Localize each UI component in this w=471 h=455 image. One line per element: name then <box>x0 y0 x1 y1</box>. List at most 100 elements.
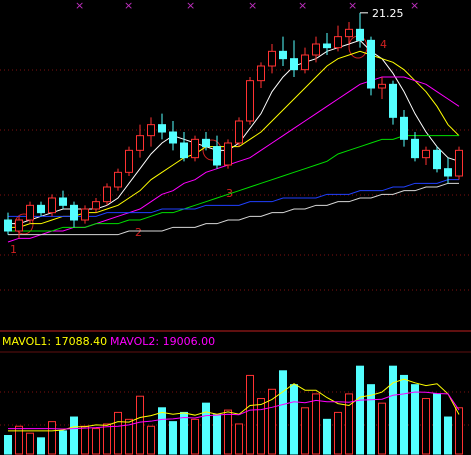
volume-bar <box>26 432 34 455</box>
volume-bar <box>411 384 419 455</box>
candle-body <box>48 197 56 214</box>
volume-bar <box>202 402 210 455</box>
peak-label: 21.25 <box>372 7 404 20</box>
marker: × <box>410 0 419 12</box>
candle-body <box>455 149 463 177</box>
candle-body <box>323 43 331 49</box>
candle-body <box>103 186 111 203</box>
candle-body <box>4 219 12 232</box>
candle-body <box>202 138 210 148</box>
candle-body <box>15 219 23 232</box>
candle-body <box>224 142 232 166</box>
volume-bar <box>59 430 67 455</box>
volume-bar <box>114 411 122 455</box>
candle-body <box>37 204 45 214</box>
candle-body <box>433 149 441 170</box>
ma-line <box>8 135 459 232</box>
volume-bar <box>4 435 12 455</box>
candle-body <box>180 142 188 159</box>
volume-bar <box>158 407 166 455</box>
annotation: 1 <box>10 243 17 256</box>
marker: × <box>75 0 84 12</box>
volume-bar <box>455 407 463 455</box>
volume-bar <box>422 398 430 455</box>
volume-bar <box>48 421 56 455</box>
volume-bar <box>147 425 155 455</box>
volume-bar <box>312 393 320 455</box>
candle-body <box>356 28 364 41</box>
candle-body <box>279 50 287 60</box>
candle-body <box>213 146 221 166</box>
volume-bar <box>81 425 89 455</box>
volume-bar <box>213 414 221 455</box>
volume-bar <box>378 402 386 455</box>
volume-bar <box>246 374 254 455</box>
volume-bar <box>444 416 452 455</box>
volume-bar <box>103 423 111 455</box>
candle-body <box>400 116 408 140</box>
marker: × <box>298 0 307 12</box>
volume-bar <box>15 425 23 455</box>
legend-entry: MAVOL1: 17088.40 <box>2 335 107 348</box>
plot: 21.25 <box>4 7 463 455</box>
volume-bar <box>268 388 276 455</box>
volume-bar <box>70 416 78 455</box>
marker: × <box>248 0 257 12</box>
annotation: 2 <box>135 226 142 239</box>
candle-body <box>59 197 67 206</box>
volume-bar <box>334 411 342 455</box>
candle-body <box>345 28 353 38</box>
candle-body <box>378 83 386 89</box>
candle-body <box>26 204 34 221</box>
marker: × <box>348 0 357 12</box>
legend-entry: MAVOL2: 19006.00 <box>110 335 215 348</box>
volume-bar <box>257 398 265 455</box>
candle-body <box>290 58 298 71</box>
volume-bar <box>400 374 408 455</box>
volume-bar <box>345 393 353 455</box>
ma-line <box>8 378 460 432</box>
volume-bar <box>367 384 375 455</box>
volume-bar <box>136 395 144 455</box>
candle-body <box>235 120 243 144</box>
volume-bar <box>301 407 309 455</box>
volume-bar <box>125 418 133 455</box>
candle-body <box>125 149 133 173</box>
top-markers: × × × × × × × <box>75 0 419 12</box>
candle-body <box>389 83 397 118</box>
candle-body <box>169 131 177 144</box>
candle-body <box>268 50 276 67</box>
volume-bar <box>180 411 188 455</box>
candle-body <box>158 124 166 133</box>
volume-bar <box>37 437 45 455</box>
candle-body <box>257 65 265 82</box>
volume-bar <box>290 384 298 455</box>
candle-body <box>70 204 78 221</box>
marker: × <box>186 0 195 12</box>
volume-bar <box>433 393 441 455</box>
annotation: 4 <box>380 38 387 51</box>
volume-bar <box>323 418 331 455</box>
volume-bar <box>92 428 100 455</box>
candle-body <box>147 124 155 137</box>
volume-bar <box>389 365 397 455</box>
marker: × <box>124 0 133 12</box>
volume-bar <box>356 365 364 455</box>
volume-bar <box>279 370 287 455</box>
candle-body <box>312 43 320 56</box>
ma-line <box>8 391 460 430</box>
candle-body <box>114 171 122 188</box>
candle-body <box>246 80 254 122</box>
volume-bar <box>235 423 243 455</box>
candle-body <box>136 135 144 151</box>
candle-body <box>191 138 199 159</box>
volume-bar <box>224 409 232 455</box>
candle-body <box>301 54 309 71</box>
candle-body <box>81 208 89 221</box>
candle-body <box>367 39 375 89</box>
volume-bar <box>169 421 177 455</box>
candle-body <box>334 36 342 49</box>
candle-body <box>444 168 452 177</box>
